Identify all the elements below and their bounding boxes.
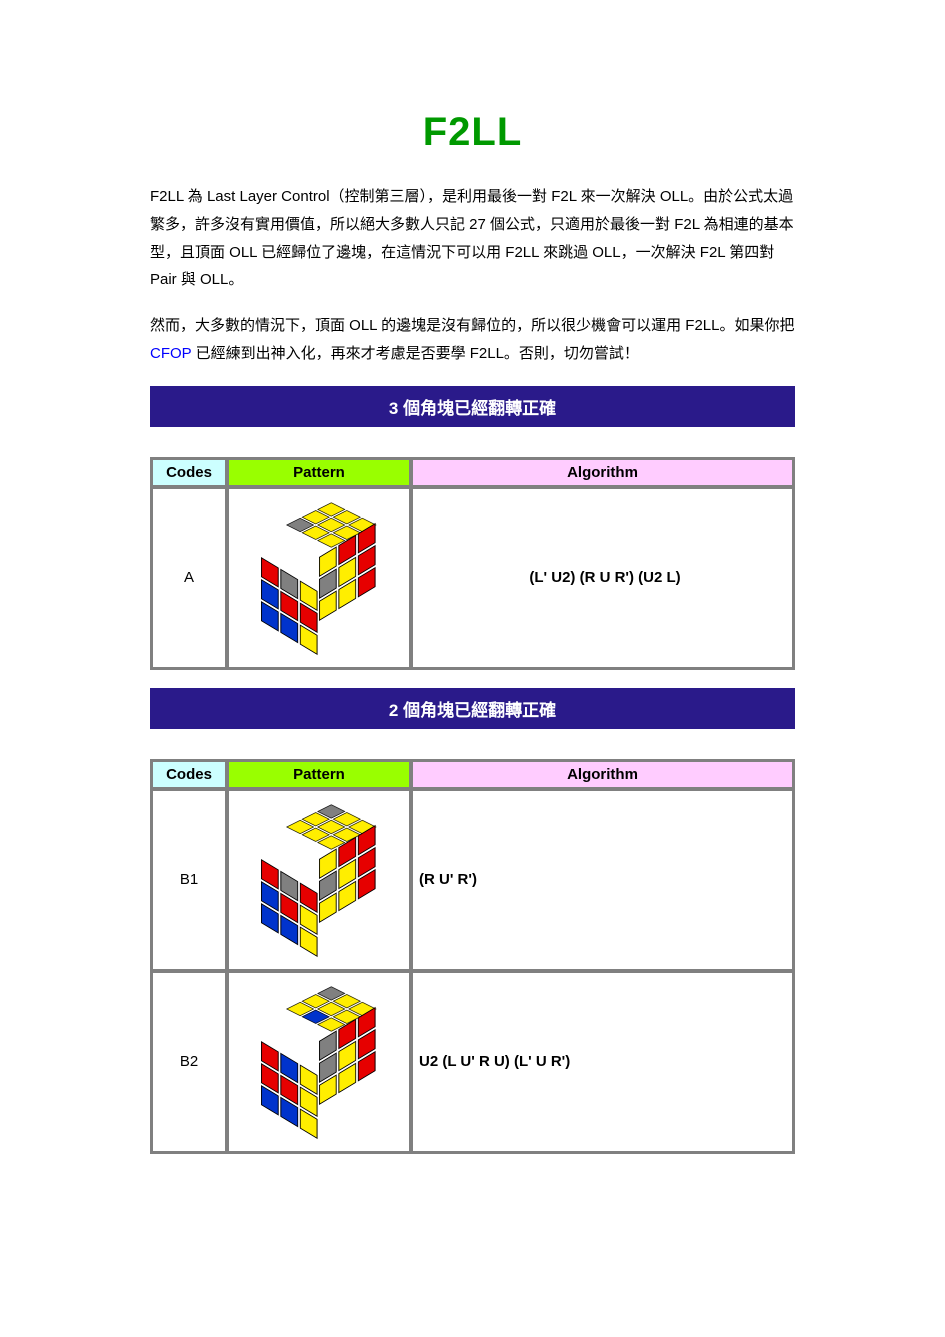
page-title: F2LL <box>150 110 795 155</box>
section-heading: 3 個角塊已經翻轉正確 <box>150 386 795 427</box>
column-header-codes: Codes <box>152 761 226 788</box>
code-cell: B1 <box>152 790 226 970</box>
column-header-algorithm: Algorithm <box>412 761 793 788</box>
cube-diagram <box>244 803 394 953</box>
column-header-algorithm: Algorithm <box>412 459 793 486</box>
column-header-codes: Codes <box>152 459 226 486</box>
intro-block: F2LL 為 Last Layer Control（控制第三層），是利用最後一對… <box>150 183 795 368</box>
pattern-cell <box>228 972 410 1152</box>
cube-diagram <box>244 985 394 1135</box>
column-header-pattern: Pattern <box>228 761 410 788</box>
cube-front-face <box>261 557 319 658</box>
cfop-link[interactable]: CFOP <box>150 345 191 362</box>
section-heading: 2 個角塊已經翻轉正確 <box>150 688 795 729</box>
column-header-pattern: Pattern <box>228 459 410 486</box>
algorithm-cell: U2 (L U' R U) (L' U R') <box>412 972 793 1152</box>
algorithm-table: CodesPatternAlgorithm B1 (R U' R') B2 U2 (L … <box>150 759 795 1154</box>
intro-paragraph-1: F2LL 為 Last Layer Control（控制第三層），是利用最後一對… <box>150 183 795 294</box>
intro-paragraph-2: 然而，大多數的情況下，頂面 OLL 的邊塊是沒有歸位的，所以很少機會可以運用 F… <box>150 312 795 368</box>
code-cell: A <box>152 488 226 668</box>
cube-front-face <box>261 1041 319 1142</box>
algorithm-cell: (L' U2) (R U R') (U2 L) <box>412 488 793 668</box>
code-cell: B2 <box>152 972 226 1152</box>
algorithm-table: CodesPatternAlgorithm A (L' U2) (R U R') (… <box>150 457 795 670</box>
table-row: B1 (R U' R') <box>152 790 793 970</box>
cube-diagram <box>244 501 394 651</box>
pattern-cell <box>228 790 410 970</box>
table-row: A (L' U2) (R U R') (U2 L) <box>152 488 793 668</box>
pattern-cell <box>228 488 410 668</box>
algorithm-cell: (R U' R') <box>412 790 793 970</box>
cube-front-face <box>261 859 319 960</box>
table-row: B2 U2 (L U' R U) (L' U R') <box>152 972 793 1152</box>
